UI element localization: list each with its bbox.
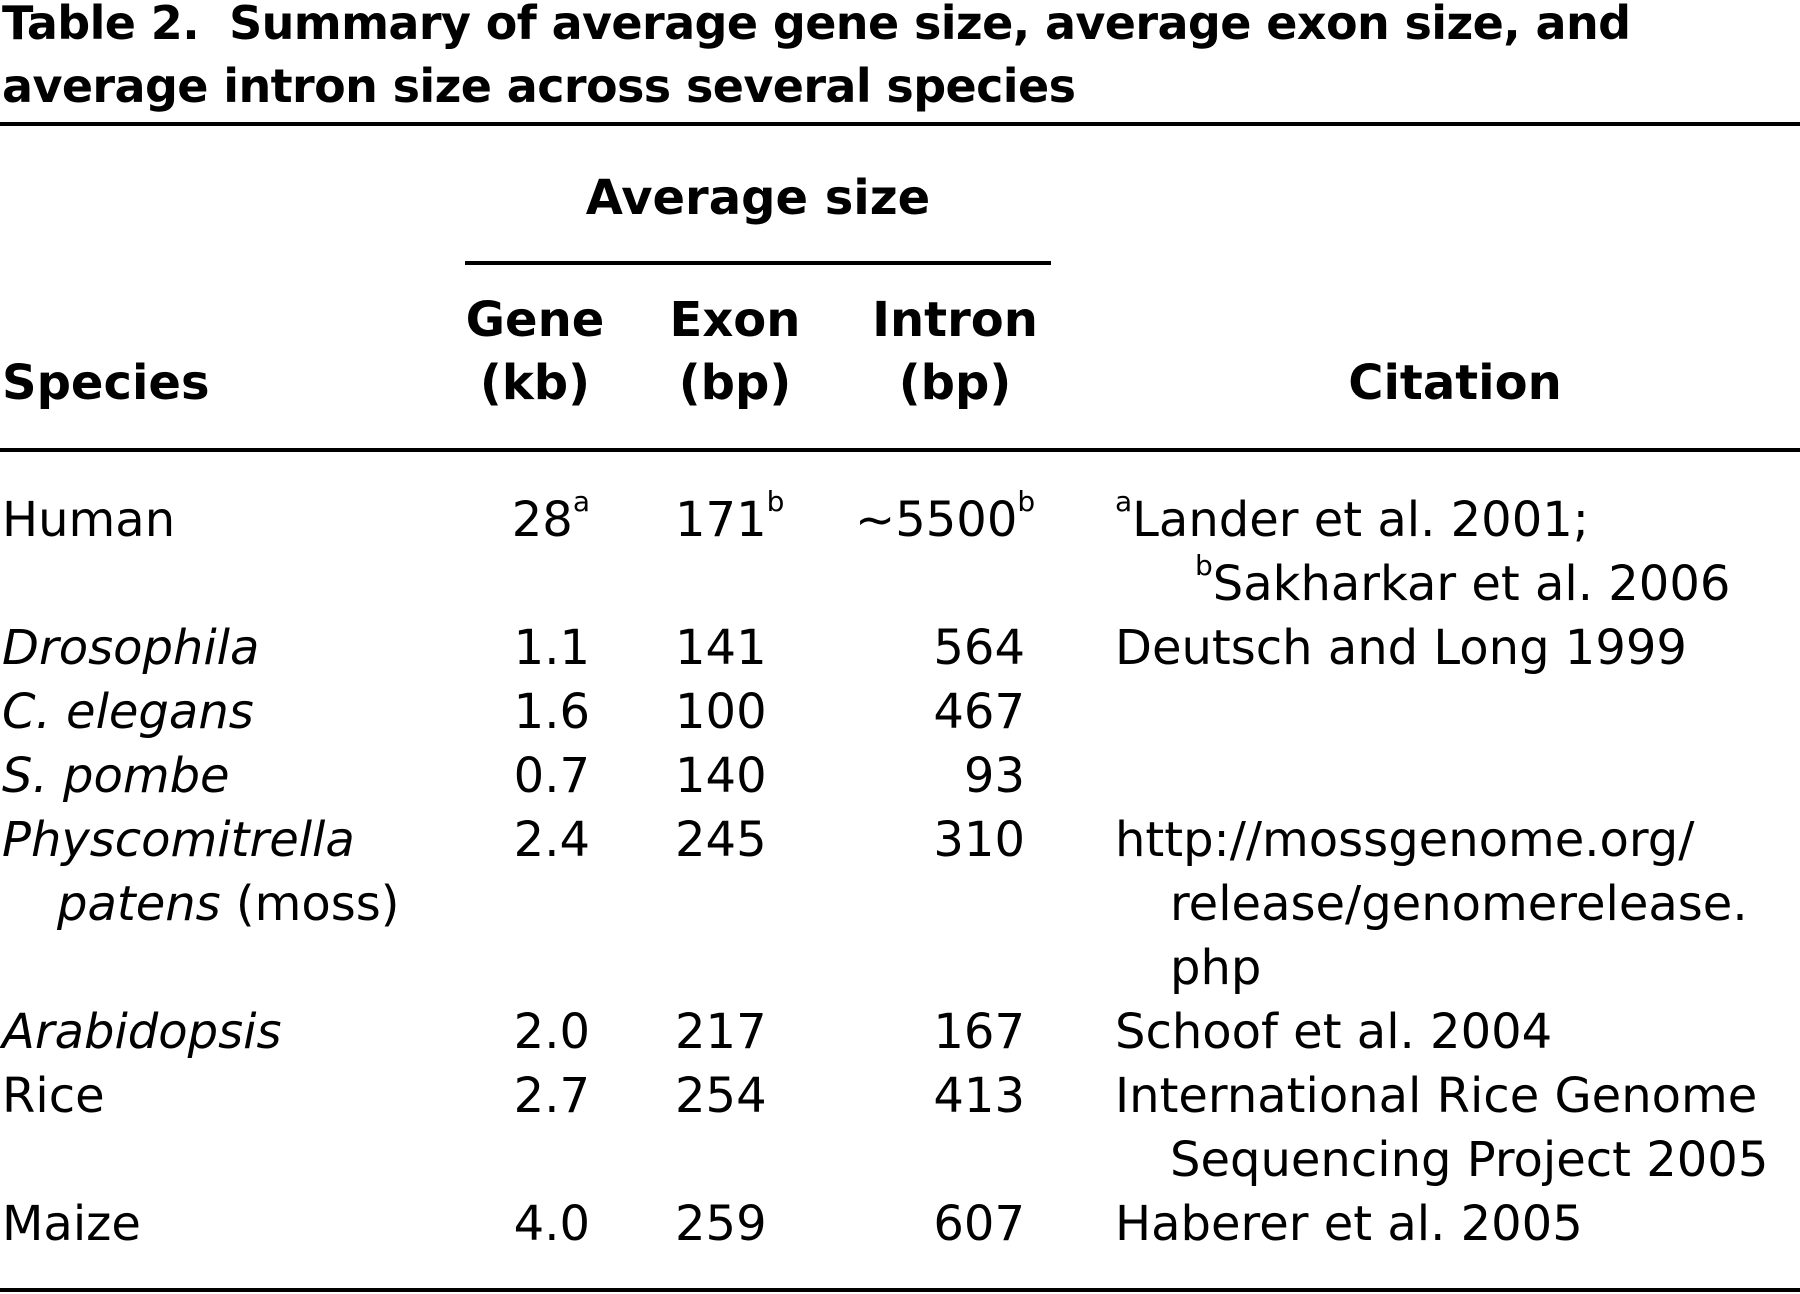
caption-line-2: average intron size across several speci…	[2, 59, 1076, 113]
header-exon: Exon (bp)	[655, 289, 815, 415]
header-intron-line-1: Intron	[872, 292, 1038, 348]
cell-citation-physcomitrella-line-1: http://mossgenome.org/	[1115, 812, 1695, 868]
cell-intron-rice: 413	[933, 1068, 1025, 1124]
cell-citation-drosophila: Deutsch and Long 1999	[1115, 620, 1687, 676]
cell-citation-rice-line-1: International Rice Genome	[1115, 1068, 1758, 1124]
cell-exon-rice: 254	[675, 1068, 767, 1124]
cell-intron-c-elegans: 467	[933, 684, 1025, 740]
cell-gene-drosophila: 1.1	[513, 620, 590, 676]
cell-gene-arabidopsis: 2.0	[513, 1004, 590, 1060]
header-average-size: Average size	[585, 170, 931, 226]
cell-gene-c-elegans: 1.6	[513, 684, 590, 740]
header-gene-line-1: Gene	[465, 292, 605, 348]
header-exon-line-1: Exon	[669, 292, 801, 348]
cell-exon-arabidopsis: 217	[675, 1004, 767, 1060]
cell-exon-s-pombe: 140	[675, 748, 767, 804]
cell-species-arabidopsis: Arabidopsis	[2, 1000, 281, 1064]
cell-gene-physcomitrella: 2.4	[513, 812, 590, 868]
caption-line-1: Table 2. Summary of average gene size, av…	[2, 0, 1792, 55]
species-name: Drosophila	[2, 620, 260, 676]
cell-species-drosophila: Drosophila	[2, 616, 259, 680]
header-exon-line-2: (bp)	[678, 355, 792, 411]
cell-species-c-elegans: C. elegans	[2, 680, 254, 744]
header-citation: Citation	[1348, 355, 1562, 411]
cell-species-physcomitrella-line-1: Physcomitrella	[2, 808, 355, 872]
header-intron-line-2: (bp)	[898, 355, 1012, 411]
footnote-marker: a	[1115, 484, 1133, 518]
cell-exon-maize: 259	[675, 1196, 767, 1252]
species-common-name: (moss)	[220, 876, 400, 932]
cell-species-maize: Maize	[2, 1196, 141, 1252]
cell-intron-arabidopsis: 167	[933, 1004, 1025, 1060]
cell-species-physcomitrella-line-2: patens (moss)	[2, 872, 400, 936]
cell-citation-maize: Haberer et al. 2005	[1115, 1196, 1583, 1252]
species-name: C. elegans	[2, 684, 254, 740]
cell-citation-human-line-2: bSakharkar et al. 2006	[1115, 548, 1731, 616]
cell-citation-arabidopsis: Schoof et al. 2004	[1115, 1004, 1553, 1060]
footnote-marker: b	[1017, 484, 1036, 518]
footnote-marker: b	[1195, 548, 1213, 582]
cell-exon-c-elegans: 100	[675, 684, 767, 740]
gene-value: 28	[511, 492, 573, 548]
cell-intron-s-pombe: 93	[963, 748, 1025, 804]
group-rule	[465, 261, 1051, 265]
exon-value: 171	[675, 492, 767, 548]
species-name: S. pombe	[2, 748, 230, 804]
caption-text-1: Summary of average gene size, average ex…	[229, 0, 1631, 50]
cell-gene-maize: 4.0	[513, 1196, 590, 1252]
bottom-rule	[0, 1288, 1800, 1292]
cell-gene-human: 28a	[455, 484, 590, 552]
footnote-marker: a	[572, 484, 590, 518]
header-gene-line-2: (kb)	[479, 355, 591, 411]
header-species: Species	[2, 355, 210, 411]
header-rule	[0, 448, 1800, 452]
table-label: Table 2.	[2, 0, 200, 50]
cell-citation-rice-line-2: Sequencing Project 2005	[1170, 1132, 1769, 1188]
cell-species-human: Human	[2, 492, 176, 548]
cell-exon-human: 171b	[675, 484, 795, 552]
cell-species-s-pombe: S. pombe	[2, 744, 230, 808]
cell-intron-maize: 607	[933, 1196, 1025, 1252]
cell-exon-drosophila: 141	[675, 620, 767, 676]
cell-citation-physcomitrella-line-3: php	[1170, 940, 1262, 996]
cell-species-rice: Rice	[2, 1068, 105, 1124]
intron-value: ~5500	[855, 492, 1018, 548]
cell-exon-physcomitrella: 245	[675, 812, 767, 868]
species-name: Physcomitrella	[2, 812, 355, 868]
cell-gene-rice: 2.7	[513, 1068, 590, 1124]
cell-intron-physcomitrella: 310	[933, 812, 1025, 868]
cell-gene-s-pombe: 0.7	[513, 748, 590, 804]
cell-intron-drosophila: 564	[933, 620, 1025, 676]
species-name: patens	[57, 876, 221, 932]
table-caption: Table 2. Summary of average gene size, av…	[2, 0, 1792, 118]
top-rule	[0, 122, 1800, 126]
cell-citation-human-line-1: aLander et al. 2001;	[1115, 484, 1589, 552]
header-intron: Intron (bp)	[855, 289, 1055, 415]
citation-text: Lander et al. 2001;	[1132, 492, 1589, 548]
cell-intron-human: ~5500b	[855, 487, 1035, 552]
species-name: Arabidopsis	[2, 1004, 282, 1060]
header-gene: Gene (kb)	[455, 289, 615, 415]
citation-text: Sakharkar et al. 2006	[1212, 556, 1731, 612]
cell-citation-physcomitrella-line-2: release/genomerelease.	[1170, 876, 1748, 932]
footnote-marker: b	[766, 484, 785, 518]
